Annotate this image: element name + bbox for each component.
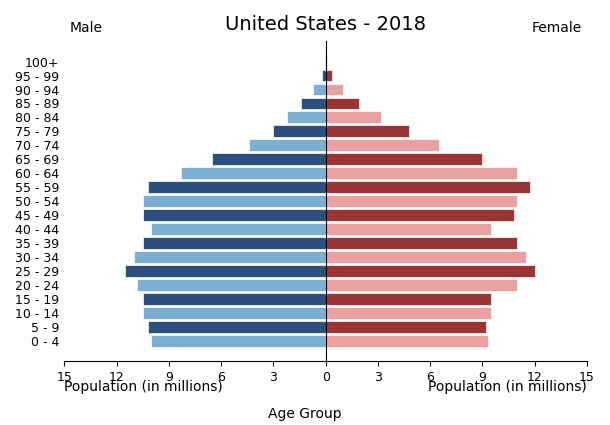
Bar: [143, 195, 326, 207]
Bar: [134, 251, 326, 263]
Bar: [326, 335, 488, 347]
Title: United States - 2018: United States - 2018: [225, 15, 426, 34]
Bar: [326, 111, 381, 123]
Text: Population (in millions): Population (in millions): [64, 380, 223, 394]
Bar: [326, 167, 517, 179]
Bar: [326, 321, 486, 333]
Bar: [143, 307, 326, 319]
Text: Male: Male: [70, 21, 102, 35]
Bar: [326, 209, 514, 221]
Bar: [326, 265, 535, 277]
Bar: [273, 125, 326, 137]
Bar: [326, 153, 483, 165]
Bar: [143, 237, 326, 249]
Bar: [287, 111, 326, 123]
Bar: [326, 293, 491, 305]
Bar: [326, 237, 517, 249]
Text: Female: Female: [531, 21, 582, 35]
Bar: [326, 56, 328, 68]
Bar: [143, 293, 326, 305]
Bar: [125, 265, 326, 277]
Bar: [326, 125, 409, 137]
Bar: [301, 98, 326, 109]
Text: Age Group: Age Group: [268, 407, 342, 421]
Bar: [326, 139, 439, 151]
Bar: [314, 84, 326, 96]
Bar: [148, 321, 326, 333]
Bar: [326, 251, 526, 263]
Bar: [322, 70, 326, 82]
Bar: [151, 335, 326, 347]
Bar: [326, 223, 491, 235]
Bar: [137, 279, 326, 291]
Bar: [249, 139, 326, 151]
Bar: [148, 181, 326, 193]
Bar: [326, 279, 517, 291]
Bar: [326, 98, 359, 109]
Bar: [326, 84, 343, 96]
Bar: [326, 195, 517, 207]
Text: Population (in millions): Population (in millions): [428, 380, 587, 394]
Bar: [326, 307, 491, 319]
Bar: [151, 223, 326, 235]
Bar: [326, 70, 332, 82]
Bar: [325, 56, 326, 68]
Bar: [326, 181, 529, 193]
Bar: [212, 153, 326, 165]
Bar: [143, 209, 326, 221]
Bar: [181, 167, 326, 179]
